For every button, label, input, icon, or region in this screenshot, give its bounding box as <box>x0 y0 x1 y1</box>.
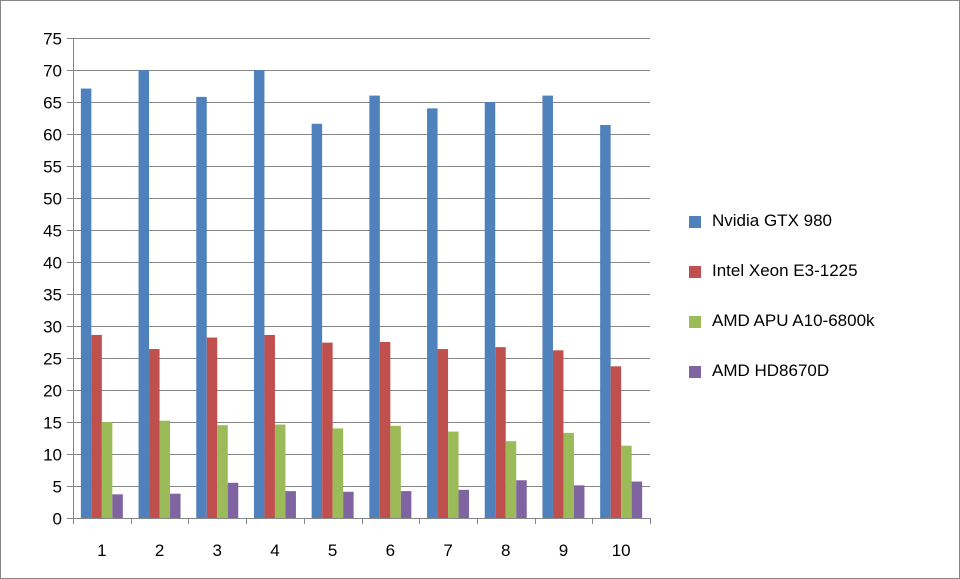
y-tick-label: 50 <box>43 190 62 209</box>
bar <box>484 102 496 518</box>
legend-label: Intel Xeon E3-1225 <box>712 261 858 280</box>
bar <box>91 334 102 518</box>
bar <box>101 422 113 518</box>
bar <box>437 349 449 518</box>
y-tick-label: 30 <box>43 318 62 337</box>
bar <box>542 95 553 518</box>
y-tick-label: 0 <box>53 510 62 529</box>
bar <box>495 347 506 518</box>
legend-label: AMD HD8670D <box>712 361 830 380</box>
y-tick-label: 10 <box>43 446 62 465</box>
legend-label: AMD APU A10-6800k <box>712 311 875 330</box>
bar <box>427 108 438 519</box>
bar <box>343 491 354 518</box>
bar <box>227 482 239 518</box>
x-tick-label: 3 <box>213 541 222 560</box>
bar <box>170 493 181 518</box>
legend-swatch-intel-xeon-e3-1225 <box>689 266 701 278</box>
gridlines <box>73 38 650 487</box>
bar <box>631 481 643 518</box>
bar <box>285 491 296 518</box>
bar <box>159 420 171 518</box>
y-tick-label: 45 <box>43 222 62 241</box>
y-tick-label: 40 <box>43 254 62 273</box>
bar <box>516 480 527 518</box>
y-tick-label: 70 <box>43 62 62 81</box>
x-tick-label: 9 <box>559 541 568 560</box>
x-tick-label: 8 <box>501 541 510 560</box>
bar <box>311 123 323 518</box>
x-tick-label: 5 <box>328 541 337 560</box>
legend-item-intel-xeon-e3-1225: Intel Xeon E3-1225 <box>689 261 954 280</box>
bar <box>400 491 412 518</box>
x-tick-label: 2 <box>155 541 164 560</box>
bar <box>264 334 275 518</box>
y-tick-label: 20 <box>43 382 62 401</box>
y-axis-tick-labels: 0 5 10 15 20 25 30 35 40 45 50 55 60 65 70 75 <box>43 30 62 529</box>
bar <box>390 425 401 518</box>
y-tick-label: 35 <box>43 286 62 305</box>
y-tick-label: 60 <box>43 126 62 145</box>
legend-swatch-amd-apu-a10-6800k <box>689 316 701 328</box>
legend-item-amd-apu-a10-6800k: AMD APU A10-6800k <box>689 311 954 330</box>
x-tick-label: 6 <box>386 541 395 560</box>
bar <box>610 366 622 518</box>
bar <box>253 70 265 518</box>
bar <box>80 88 92 518</box>
bar <box>505 441 517 518</box>
bar <box>552 350 564 518</box>
bar <box>196 96 207 518</box>
x-tick-label: 1 <box>97 541 106 560</box>
legend-item-amd-hd8670d: AMD HD8670D <box>689 361 954 380</box>
legend-label: Nvidia GTX 980 <box>712 211 832 230</box>
bar <box>149 349 160 518</box>
bar <box>600 125 611 518</box>
bar <box>573 485 585 518</box>
bar <box>274 424 286 518</box>
y-tick-label: 55 <box>43 158 62 177</box>
bar <box>138 70 150 518</box>
bar <box>621 445 632 518</box>
legend: Nvidia GTX 980 Intel Xeon E3-1225 AMD AP… <box>689 211 954 411</box>
legend-swatch-nvidia-gtx-980 <box>689 216 701 228</box>
y-tick-label: 15 <box>43 414 62 433</box>
bar <box>458 489 470 518</box>
bar <box>332 428 344 518</box>
bar <box>379 342 391 518</box>
y-tick-label: 75 <box>43 30 62 49</box>
y-tick-label: 5 <box>53 478 62 497</box>
bar <box>217 425 228 518</box>
x-axis-tick-labels: 1 2 3 4 5 6 7 8 9 10 <box>97 541 630 560</box>
y-tick-label: 65 <box>43 94 62 113</box>
x-tick-label: 7 <box>443 541 452 560</box>
bar <box>563 432 574 518</box>
bar <box>448 431 459 518</box>
bar <box>206 337 218 518</box>
legend-swatch-amd-hd8670d <box>689 366 701 378</box>
legend-item-nvidia-gtx-980: Nvidia GTX 980 <box>689 211 954 230</box>
bar <box>112 494 123 518</box>
x-tick-label: 10 <box>612 541 631 560</box>
bars <box>80 70 643 519</box>
y-tick-label: 25 <box>43 350 62 369</box>
axes <box>67 38 651 524</box>
bar <box>369 95 380 518</box>
x-tick-label: 4 <box>270 541 279 560</box>
bar <box>322 342 333 518</box>
